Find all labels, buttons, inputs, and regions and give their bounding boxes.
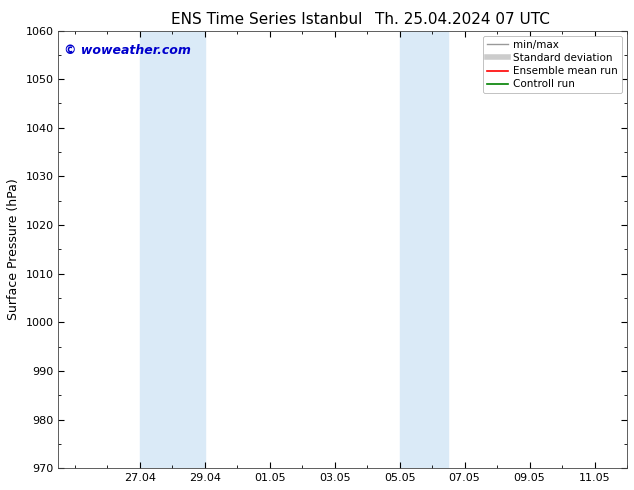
Legend: min/max, Standard deviation, Ensemble mean run, Controll run: min/max, Standard deviation, Ensemble me… (482, 36, 622, 94)
Y-axis label: Surface Pressure (hPa): Surface Pressure (hPa) (7, 178, 20, 320)
Bar (139, 30, 205, 468)
Bar (399, 30, 448, 468)
Text: Th. 25.04.2024 07 UTC: Th. 25.04.2024 07 UTC (375, 12, 550, 27)
Text: ENS Time Series Istanbul: ENS Time Series Istanbul (171, 12, 362, 27)
Text: © woweather.com: © woweather.com (64, 44, 191, 57)
